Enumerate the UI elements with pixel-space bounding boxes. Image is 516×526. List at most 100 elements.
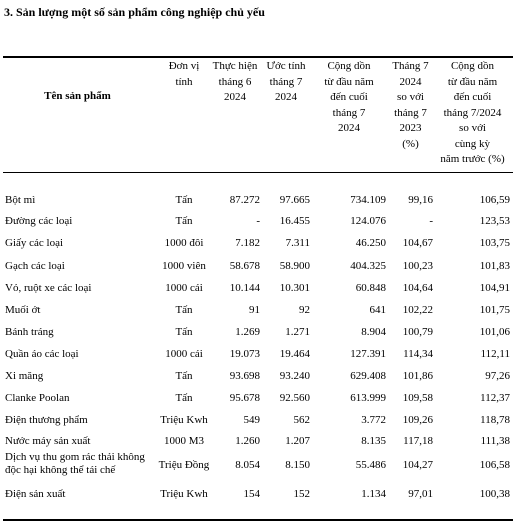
table-cell: 109,26 — [402, 414, 433, 426]
table-cell: 106,58 — [479, 459, 510, 471]
table-cell: Tấn — [175, 392, 193, 404]
table-cell: 7.182 — [235, 237, 260, 249]
column-header: Tháng 7 2024 so với tháng 7 2023 (%) — [392, 60, 429, 150]
table-cell: 154 — [243, 488, 261, 500]
table-cell: 16.455 — [279, 215, 310, 227]
table-cell: 19.464 — [279, 348, 310, 360]
section-title: 3. Sản lượng một số sản phẩm công nghiệp… — [4, 5, 265, 19]
table-cell: 1000 viên — [162, 260, 206, 272]
table-cell: 117,18 — [403, 435, 433, 447]
table-cell: Triệu Đồng — [158, 459, 210, 471]
table-cell: 562 — [293, 414, 311, 426]
table-cell: 1000 cái — [165, 282, 203, 294]
table-cell: 19.073 — [229, 348, 260, 360]
table-cell: 152 — [293, 488, 311, 500]
product-name: Xi măng — [5, 370, 44, 382]
table-cell: Triệu Kwh — [160, 488, 208, 500]
column-header: Ước tính tháng 7 2024 — [266, 60, 306, 103]
table-cell: Tấn — [175, 194, 193, 206]
table-cell: 106,59 — [479, 194, 510, 206]
table-cell: 1.134 — [361, 488, 386, 500]
column-header: Thực hiện tháng 6 2024 — [212, 60, 258, 103]
table-cell: 1000 cái — [165, 348, 203, 360]
column-header: Tên sản phẩm — [44, 90, 111, 102]
table-cell: 104,64 — [402, 282, 433, 294]
table-cell: Tấn — [175, 215, 193, 227]
table-cell: 46.250 — [355, 237, 386, 249]
table-cell: 93.698 — [229, 370, 260, 382]
table-cell: 102,22 — [402, 304, 433, 316]
table-cell: - — [429, 215, 433, 227]
table-cell: 734.109 — [350, 194, 386, 206]
product-name: Đường các loại — [5, 215, 73, 227]
table-cell: 92 — [299, 304, 310, 316]
table-cell: 101,86 — [402, 370, 433, 382]
table-cell: 1.207 — [285, 435, 310, 447]
product-name: Muối ớt — [5, 304, 41, 316]
table-cell: 60.848 — [355, 282, 386, 294]
product-name: Vỏ, ruột xe các loại — [5, 282, 92, 294]
table-cell: 123,53 — [479, 215, 510, 227]
table-cell: 3.772 — [361, 414, 386, 426]
table-cell: 10.144 — [229, 282, 260, 294]
table-cell: Tấn — [175, 304, 193, 316]
table-cell: 1000 M3 — [163, 435, 205, 447]
table-cell: 613.999 — [350, 392, 386, 404]
table-cell: 104,91 — [479, 282, 510, 294]
table-cell: 7.311 — [285, 237, 310, 249]
table-cell: 8.150 — [285, 459, 310, 471]
product-name: Giấy các loại — [5, 237, 64, 249]
table-cell: 1.271 — [285, 326, 310, 338]
table-cell: 111,38 — [480, 435, 510, 447]
table-cell: 100,79 — [402, 326, 433, 338]
table-cell: 549 — [243, 414, 261, 426]
table-cell: 58.678 — [229, 260, 260, 272]
table-cell: 93.240 — [279, 370, 310, 382]
table-cell: 92.560 — [279, 392, 310, 404]
table-cell: 95.678 — [229, 392, 260, 404]
table-cell: 112,37 — [480, 392, 510, 404]
table-bottom-rule — [3, 519, 513, 521]
table-cell: 101,75 — [479, 304, 510, 316]
product-name: Nước máy sản xuất — [5, 435, 91, 447]
table-cell: 112,11 — [480, 348, 510, 360]
table-cell: 104,27 — [402, 459, 433, 471]
table-cell: 629.408 — [350, 370, 386, 382]
product-name: Bột mì — [5, 194, 36, 206]
table-cell: 404.325 — [350, 260, 386, 272]
table-cell: 127.391 — [350, 348, 386, 360]
table-cell: 101,83 — [479, 260, 510, 272]
table-cell: 641 — [369, 304, 387, 316]
table-cell: 100,38 — [479, 488, 510, 500]
table-cell: 1000 đôi — [164, 237, 204, 249]
product-name: Clanke Poolan — [5, 392, 70, 404]
table-cell: 97,26 — [485, 370, 510, 382]
table-cell: 91 — [249, 304, 260, 316]
table-cell: 87.272 — [229, 194, 260, 206]
table-cell: 104,67 — [402, 237, 433, 249]
table-cell: Triệu Kwh — [160, 414, 208, 426]
table-top-rule — [3, 56, 513, 58]
product-name: Quần áo các loại — [5, 348, 79, 360]
column-header: Đơn vị tính — [168, 60, 200, 88]
table-cell: 8.054 — [235, 459, 260, 471]
table-cell: 1.260 — [235, 435, 260, 447]
product-name: Điện sản xuất — [5, 488, 66, 500]
product-name: Điện thương phẩm — [5, 414, 88, 426]
table-cell: 97.665 — [279, 194, 310, 206]
table-cell: 114,34 — [403, 348, 433, 360]
header-rule — [3, 172, 513, 173]
table-cell: Tấn — [175, 326, 193, 338]
product-name: Dịch vụ thu gom rác thải không độc hại k… — [5, 451, 145, 476]
table-cell: 8.135 — [361, 435, 386, 447]
table-cell: 100,23 — [402, 260, 433, 272]
table-cell: 8.904 — [361, 326, 386, 338]
table-cell: 109,58 — [402, 392, 433, 404]
table-cell: 55.486 — [355, 459, 386, 471]
table-cell: 118,78 — [480, 414, 510, 426]
column-header: Cộng dồn từ đầu năm đến cuối tháng 7/202… — [440, 60, 505, 165]
table-cell: 10.301 — [279, 282, 310, 294]
column-header: Cộng dồn từ đầu năm đến cuối tháng 7 202… — [324, 60, 374, 134]
table-cell: 58.900 — [279, 260, 310, 272]
